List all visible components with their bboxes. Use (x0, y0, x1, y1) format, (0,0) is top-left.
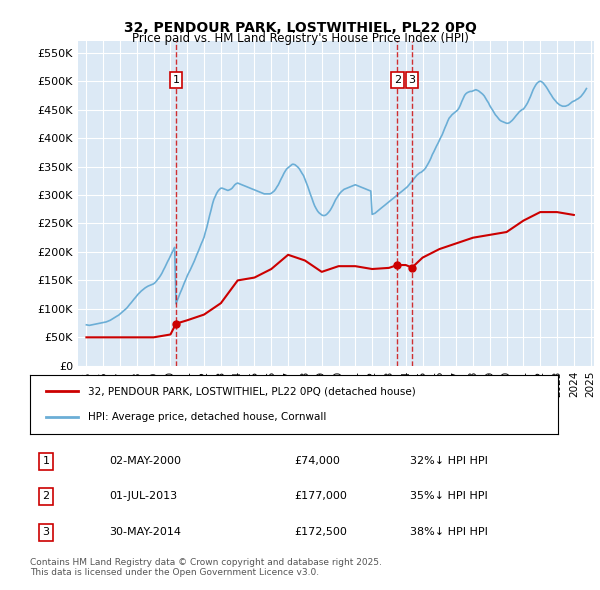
Text: 3: 3 (43, 527, 49, 537)
Text: 1: 1 (43, 457, 49, 466)
Text: £177,000: £177,000 (294, 491, 347, 502)
Text: 32, PENDOUR PARK, LOSTWITHIEL, PL22 0PQ: 32, PENDOUR PARK, LOSTWITHIEL, PL22 0PQ (124, 21, 476, 35)
Text: 3: 3 (409, 76, 415, 85)
Text: 30-MAY-2014: 30-MAY-2014 (109, 527, 181, 537)
Text: 32%↓ HPI HPI: 32%↓ HPI HPI (410, 457, 488, 466)
Text: 2: 2 (394, 76, 401, 85)
Text: £172,500: £172,500 (294, 527, 347, 537)
Text: 2: 2 (42, 491, 49, 502)
Text: Price paid vs. HM Land Registry's House Price Index (HPI): Price paid vs. HM Land Registry's House … (131, 32, 469, 45)
Text: 01-JUL-2013: 01-JUL-2013 (109, 491, 178, 502)
Text: 02-MAY-2000: 02-MAY-2000 (109, 457, 181, 466)
Text: 38%↓ HPI HPI: 38%↓ HPI HPI (410, 527, 488, 537)
Text: 32, PENDOUR PARK, LOSTWITHIEL, PL22 0PQ (detached house): 32, PENDOUR PARK, LOSTWITHIEL, PL22 0PQ … (88, 386, 416, 396)
Text: HPI: Average price, detached house, Cornwall: HPI: Average price, detached house, Corn… (88, 412, 326, 422)
Text: Contains HM Land Registry data © Crown copyright and database right 2025.
This d: Contains HM Land Registry data © Crown c… (30, 558, 382, 577)
Text: £74,000: £74,000 (294, 457, 340, 466)
Text: 1: 1 (172, 76, 179, 85)
Text: 35%↓ HPI HPI: 35%↓ HPI HPI (410, 491, 488, 502)
